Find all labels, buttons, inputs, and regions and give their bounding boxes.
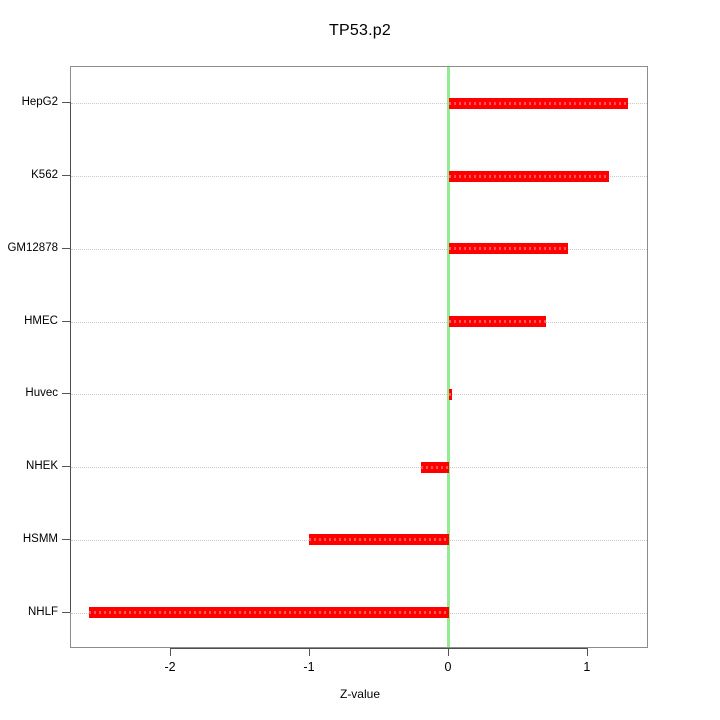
bar-hsmm [308,534,449,546]
y-tick-label-gm12878: GM12878 [7,241,58,254]
x-axis-spine [170,648,587,649]
y-tick [62,466,70,468]
y-tick-label-nhek: NHEK [26,460,58,473]
bar-hatch [448,392,452,396]
plot-panel [70,66,648,648]
y-tick [62,538,70,540]
bar-hatch [308,538,449,542]
bar-k562 [448,170,609,182]
bar-hatch [448,247,568,251]
bar-hatch [448,320,547,324]
y-tick-label-hsmm: HSMM [22,532,58,545]
y-tick [62,611,70,613]
y-tick [62,247,70,249]
y-tick-label-nhlf: NHLF [27,605,58,618]
y-tick-label-k562: K562 [31,169,58,182]
x-tick-label-neg2: -2 [164,660,176,674]
x-tick-label-1: 1 [583,660,591,674]
y-tick-label-huvec: Huvec [25,387,58,400]
x-tick-label-neg1: -1 [303,660,315,674]
x-tick-label-0: 0 [444,660,452,674]
y-tick-label-hmec: HMEC [24,314,58,327]
gridline [71,394,647,396]
y-tick [62,102,70,104]
bar-hatch [89,611,449,615]
zero-reference-line [447,67,451,647]
gridline [71,176,647,178]
bar-hatch [448,174,609,178]
y-tick-label-hepg2: HepG2 [21,96,58,109]
y-tick [62,320,70,322]
bar-huvec [448,388,452,400]
bar-hmec [448,316,547,328]
y-axis-spine [70,102,71,612]
x-tick [308,648,310,656]
bar-hatch [421,465,449,469]
plot-area [71,67,647,647]
x-tick [447,648,449,656]
gridline [71,103,647,105]
bar-hatch [448,101,629,105]
gridline [71,248,647,250]
x-axis-title: Z-value [339,687,380,701]
x-tick [170,648,172,656]
gridline [71,467,647,469]
bar-nhlf [89,607,449,619]
y-tick [62,393,70,395]
bar-nhek [421,461,449,473]
gridline [71,321,647,323]
chart-title: TP53.p2 [329,22,391,39]
bar-hepg2 [448,97,629,109]
x-tick [586,648,588,656]
bar-gm12878 [448,243,568,255]
y-tick [62,175,70,177]
